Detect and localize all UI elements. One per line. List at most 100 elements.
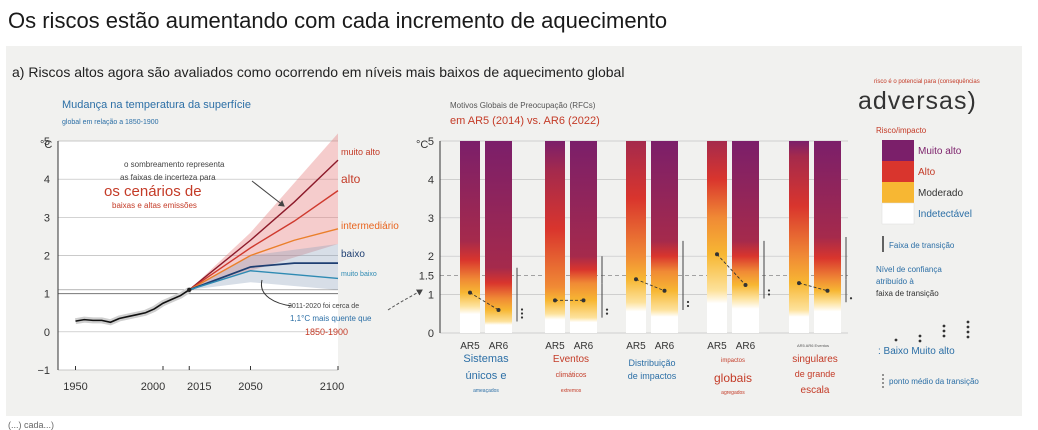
rfc-y-unit: °C (416, 139, 428, 151)
legend-note: risco é o potencial para (consequências (874, 79, 980, 85)
shading-note-2: as faixas de incerteza para (120, 173, 216, 182)
group-label: AR5 (460, 341, 480, 352)
scenario-line (188, 262, 338, 291)
legend-swatch-very-high (882, 140, 914, 161)
confidence-dot (605, 312, 609, 315)
ember-bar (707, 141, 727, 333)
category-label: de grande (795, 369, 836, 379)
category-label: singulares (792, 354, 838, 365)
confidence-dot (686, 300, 690, 304)
shading-arrow (251, 180, 285, 207)
scenario-line (188, 159, 339, 291)
legend-transition: Faixa de transição (889, 241, 955, 250)
temperature-chart: −1 0 1 2 3 4 5 1950 2000 2015 2050 2100 muito alto al… (37, 133, 399, 393)
category-label: de impactos (628, 371, 677, 381)
decade-note-3: 1850-1900 (305, 327, 348, 337)
x-tick-label: 2000 (141, 381, 165, 393)
legend-confidence-1: Nível de confiança (876, 265, 942, 274)
x-tick-label: 2015 (187, 381, 211, 393)
ar5-ar6-link (716, 253, 746, 286)
ar5-ar6-link (635, 278, 665, 292)
scenario-label: intermediário (341, 221, 399, 232)
legend-dot-stacks (894, 320, 970, 343)
legend-swatch-undetectable (881, 202, 915, 225)
scenario-line (189, 270, 339, 291)
group-label: AR6 (736, 341, 756, 352)
category-label: agregados (721, 390, 745, 396)
legend-swatch-moderate (882, 182, 914, 203)
y-tick-label: 2 (428, 251, 434, 263)
legend-label-very-high: Muito alto (918, 146, 962, 157)
group-label: AR5 AR6 Eventos (797, 343, 829, 348)
scenario-label: muito alto (341, 147, 380, 157)
ar5-ar6-link (469, 292, 499, 311)
legend-confidence-2: atribuído à (876, 277, 914, 286)
left-chart-title: Mudança na temperatura da superfície (62, 99, 251, 111)
y-tick-label: 3 (428, 213, 434, 225)
confidence-dot (605, 308, 609, 311)
category-label: globais (714, 371, 752, 385)
y-tick-label: 2 (44, 251, 50, 263)
rfc-chart-title: Motivos Globais de Preocupação (RFCs) (450, 101, 596, 110)
rfc-chart-subtitle: em AR5 (2014) vs. AR6 (2022) (450, 115, 600, 127)
confidence-dot (767, 293, 771, 296)
category-label: escala (801, 385, 830, 396)
uncertainty-band (189, 133, 338, 290)
confidence-dot (767, 289, 771, 292)
category-label: climáticos (556, 372, 587, 379)
legend-title: Risco/impacto (876, 126, 927, 135)
legend-conf-scale: : Baixo Muito alto (878, 346, 955, 357)
x-tick-label: 2050 (238, 381, 262, 393)
y-tick-label: 3 (44, 212, 50, 224)
page-title: Os riscos estão aumentando com cada incr… (8, 8, 668, 33)
left-y-unit: °C (40, 139, 52, 151)
observed-line (75, 289, 190, 324)
y-tick-label: 1.5 (419, 270, 434, 282)
legend-label-undetectable: Indetectável (918, 209, 972, 220)
group-label: AR6 (489, 341, 509, 352)
category-label: Sistemas (463, 353, 509, 365)
legend-label-high: Alto (918, 167, 936, 178)
y-tick-label: 4 (428, 174, 434, 186)
ember-bar (651, 141, 678, 333)
ember-bar (570, 141, 597, 333)
shading-note-1: o sombreamento representa (124, 160, 225, 169)
x-tick-label: 1950 (63, 381, 87, 393)
shading-note-4: baixas e altas emissões (112, 201, 197, 210)
group-label: AR6 (574, 341, 594, 352)
ember-bar (789, 141, 809, 333)
transition-midpoint (581, 298, 586, 303)
category-label: impactos (721, 358, 745, 364)
ember-bar (485, 141, 512, 333)
legend-label-moderate: Moderado (918, 188, 963, 199)
legend-big-word: adversas) (858, 87, 977, 115)
cut-off-text: (...) cada...) (8, 420, 55, 430)
y-tick-label: 0 (44, 327, 50, 339)
y-tick-label: 5 (44, 136, 50, 148)
ember-bar (814, 141, 841, 333)
group-label: AR5 (707, 341, 727, 352)
category-label: Eventos (553, 354, 589, 365)
y-tick-label: 4 (44, 174, 50, 186)
confidence-dot (520, 316, 524, 319)
legend-swatch-high (882, 161, 914, 182)
scenario-label: muito baixo (341, 271, 377, 278)
y-tick-label: 1 (428, 290, 434, 302)
legend-midpoint: ponto médio da transição (889, 377, 979, 386)
x-tick-label: 2100 (320, 381, 344, 393)
confidence-dot (686, 304, 690, 308)
category-label: ameaçados (473, 388, 499, 394)
y-tick-label: 5 (428, 136, 434, 148)
ember-bar (545, 141, 565, 333)
confidence-dot (849, 297, 853, 300)
left-chart-subtitle: global em relação a 1850-1900 (62, 119, 159, 126)
category-label: extremos (561, 388, 582, 394)
transition-midpoint (825, 288, 830, 293)
scenario-label: baixo (341, 249, 365, 260)
scenario-line (188, 228, 339, 291)
scenario-line (188, 190, 339, 291)
y-tick-label: 1 (44, 289, 50, 301)
y-tick-label: −1 (37, 365, 50, 377)
